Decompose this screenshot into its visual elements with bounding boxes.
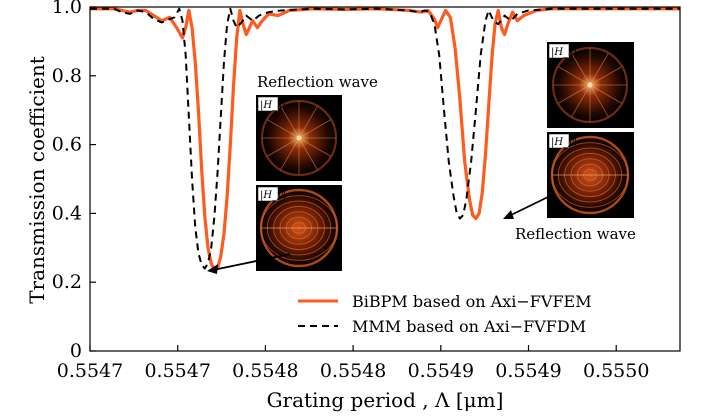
y-tick-label: 0.2 <box>52 271 82 293</box>
inset-left-hx: |H_x| <box>256 95 342 181</box>
annotation-arrow-left <box>207 253 291 274</box>
y-tick-label: 0.8 <box>52 65 82 87</box>
y-axis-title: Transmission coefficient <box>25 56 49 304</box>
annotation-left: Reflection wave <box>257 73 378 91</box>
inset-left-hy: |H_y| <box>256 185 342 271</box>
y-tick-label: 0 <box>70 340 82 362</box>
y-tick-label: 1.0 <box>52 0 82 18</box>
inset-label-right-hy: |H_y| <box>551 137 577 148</box>
series-line-mmm <box>90 7 680 270</box>
legend-label-bibpm: BiBPM based on Axi−FVFEM <box>352 292 592 311</box>
x-axis-title: Grating period , Λ [μm] <box>267 388 504 412</box>
y-tick-label: 0.4 <box>52 202 82 224</box>
inset-label-left-hy: |H_y| <box>260 190 286 201</box>
inset-label-left-hx: |H_x| <box>260 100 286 111</box>
x-tick-label: 0.5548 <box>320 360 386 382</box>
x-tick-label: 0.5548 <box>232 360 298 382</box>
inset-right-hy: |H_y| <box>547 132 634 218</box>
y-tick-label: 0.6 <box>52 134 82 156</box>
legend: BiBPM based on Axi−FVFEM MMM based on Ax… <box>288 282 670 340</box>
annotation-right: Reflection wave <box>515 225 636 243</box>
inset-right-hx: |H_x| <box>547 42 634 128</box>
x-tick-label: 0.5549 <box>495 360 561 382</box>
plot-frame <box>89 6 681 352</box>
x-tick-label: 0.5549 <box>408 360 474 382</box>
x-tick-label: 0.5547 <box>144 360 210 382</box>
x-tick-label: 0.5547 <box>57 360 123 382</box>
series-line-bibpm <box>90 7 680 272</box>
legend-label-mmm: MMM based on Axi−FVFDM <box>352 317 586 336</box>
annotation-arrow-right <box>503 196 549 219</box>
inset-label-right-hx: |H_x| <box>551 47 577 58</box>
x-tick-label: 0.5550 <box>583 360 649 382</box>
